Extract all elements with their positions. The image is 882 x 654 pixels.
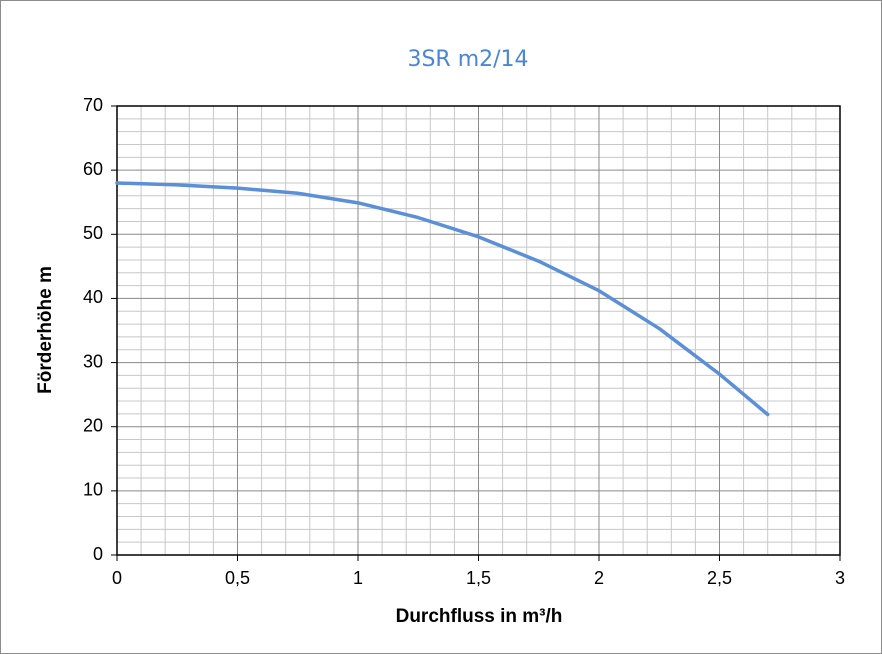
y-tick-label: 60	[83, 159, 103, 179]
y-tick-label: 0	[93, 544, 103, 564]
x-tick-label: 1,5	[466, 568, 491, 588]
y-tick-label: 70	[83, 95, 103, 115]
x-tick-label: 3	[835, 568, 845, 588]
chart-title: 3SR m2/14	[407, 47, 528, 72]
x-tick-label: 2,5	[707, 568, 732, 588]
curve	[115, 181, 770, 417]
x-tick-label: 2	[594, 568, 604, 588]
y-axis-title: Förderhöhe m	[35, 266, 56, 394]
y-tick-label: 20	[83, 415, 103, 435]
y-tick-label: 40	[83, 287, 103, 307]
x-tick-label: 1	[353, 568, 363, 588]
x-tick-label: 0	[112, 568, 122, 588]
x-tick-label: 0,5	[225, 568, 250, 588]
y-tick-label: 50	[83, 223, 103, 243]
y-tick-label: 10	[83, 480, 103, 500]
plot-border	[116, 105, 841, 556]
y-tick-label: 30	[83, 351, 103, 371]
x-axis-title: Durchfluss in m³/h	[396, 606, 563, 627]
